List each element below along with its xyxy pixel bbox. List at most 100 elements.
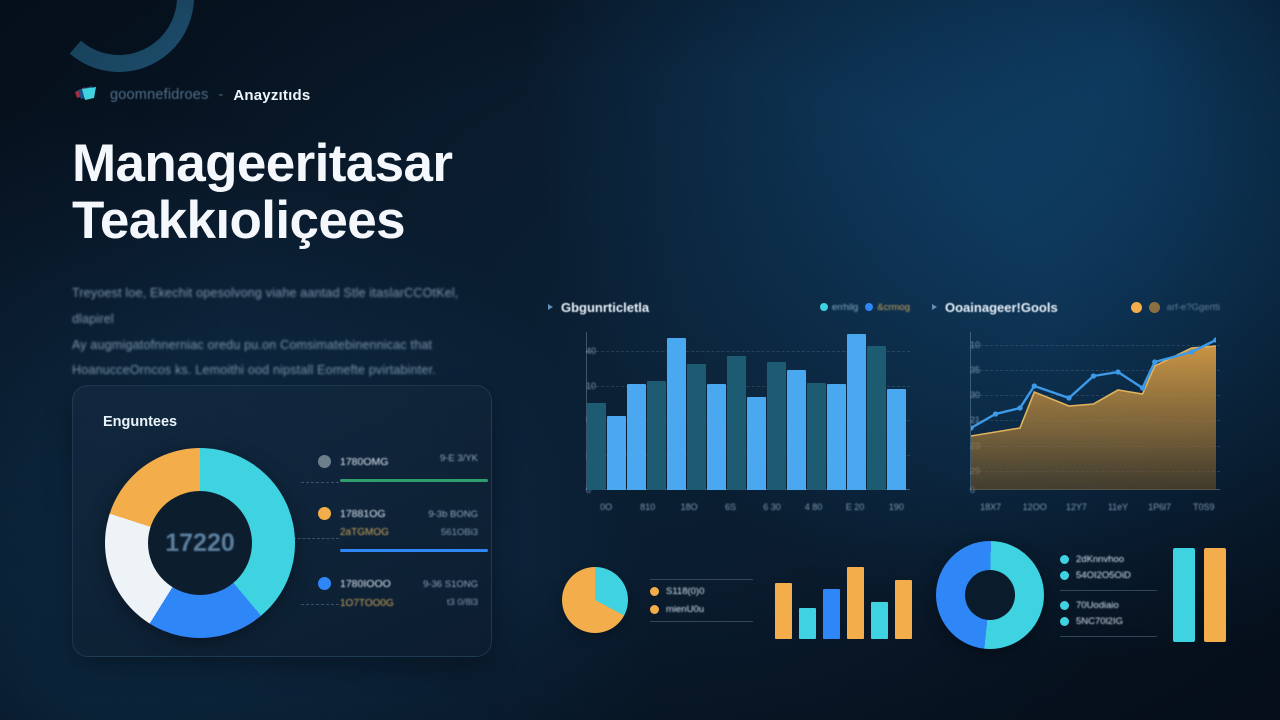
bar-panel-title: Gbgunrticletla: [561, 299, 650, 315]
x-tick-label: T0S9: [1192, 502, 1215, 512]
bar[interactable]: [887, 388, 906, 490]
legend-progress-bar: [340, 549, 488, 553]
x-tick-label: 0O: [600, 502, 613, 512]
legend-item[interactable]: S118(0)0: [650, 586, 753, 597]
caret-right-icon: [932, 304, 937, 310]
x-tick-label: 18O: [680, 502, 698, 512]
legend-label: 54OI2O5OiD: [1076, 569, 1131, 581]
bar[interactable]: [1173, 548, 1195, 642]
divider: [650, 620, 753, 622]
x-tick-label: 11eY: [1107, 502, 1129, 512]
bar[interactable]: [707, 384, 726, 490]
caret-right-icon: [548, 304, 553, 310]
bar[interactable]: [827, 384, 846, 490]
breadcrumb-separator: -: [218, 87, 224, 103]
legend-item[interactable]: 2dKnnvhoo: [1060, 554, 1157, 565]
legend-dot-icon: [1148, 301, 1160, 313]
grid-line: [970, 344, 1220, 346]
legend-item[interactable]: 5NC70l2IG: [1060, 616, 1157, 627]
summary-bar-chart[interactable]: [1173, 548, 1226, 642]
legend-label: mienU0u: [666, 603, 705, 615]
bar-chart-plot: 0 20 90 10 40: [548, 332, 910, 495]
legend-item: &crmog: [865, 302, 910, 313]
bar[interactable]: [775, 582, 792, 639]
x-tick-label: 18X7: [980, 502, 1002, 512]
intro-column: goomnefidroes - Anayzıtıds Manageeritasa…: [72, 80, 502, 384]
bar-series-group: [587, 332, 906, 490]
legend-item[interactable]: 1780IOOO 1O7TOO0G 9-36 S1ONG t3 0/8l3: [318, 574, 478, 610]
bar[interactable]: [687, 363, 706, 490]
page-title-line-2: Teakkıoliçees: [72, 190, 406, 250]
bar[interactable]: [847, 567, 864, 639]
bar[interactable]: [667, 338, 686, 490]
grid-line: [970, 395, 1220, 397]
legend-sub-label: 2aTGMOG: [340, 527, 389, 539]
legend-item[interactable]: 17881OG 2aTGMOG 9-3b BONG 561OBi3: [318, 504, 478, 540]
pie-summary-widget[interactable]: S118(0)0 mienU0u: [562, 558, 912, 642]
legend-item[interactable]: 54OI2O5OiD: [1060, 570, 1157, 581]
bar[interactable]: [627, 384, 646, 490]
legend-dot-icon: [318, 577, 331, 591]
grid-line: [586, 385, 910, 387]
x-tick-label: 6 30: [763, 502, 781, 512]
legend-value: 9-E 3/YK: [439, 453, 478, 464]
bar[interactable]: [867, 346, 886, 490]
engagements-donut-chart[interactable]: 17220: [105, 448, 295, 638]
legend-label: 1780OMG: [340, 456, 389, 468]
bar[interactable]: [847, 333, 866, 490]
connector-line-1: [301, 482, 339, 483]
legend-item[interactable]: 1780OMG 9-E 3/YK: [318, 452, 478, 470]
bar[interactable]: [587, 403, 606, 490]
x-tick-label: 4 80: [804, 502, 823, 512]
donut-chart[interactable]: [936, 541, 1044, 649]
breadcrumb-current[interactable]: Anayzıtıds: [233, 86, 311, 104]
area-chart-panel[interactable]: Ooainageer!Gools arf-e?Ggertti 0 29 23 2…: [932, 298, 1220, 523]
x-tick-label: 190: [888, 502, 904, 512]
pie-chart[interactable]: [562, 567, 628, 633]
area-chart-plot: 0 29 23 21 30 35 10: [932, 332, 1220, 495]
page-title-line-1: Manageeritasar: [72, 134, 453, 193]
legend-spacer: [318, 552, 478, 574]
bar[interactable]: [807, 382, 826, 490]
bar[interactable]: [1204, 548, 1226, 642]
legend-label: 17881OG: [340, 508, 386, 521]
bar[interactable]: [895, 579, 912, 639]
legend-dot-icon: [1060, 554, 1069, 564]
breadcrumb-first[interactable]: goomnefidroes: [110, 87, 209, 103]
x-tick-label: 1P6l7: [1148, 502, 1172, 512]
x-tick-label: E 20: [845, 502, 865, 512]
engagements-legend: 1780OMG 9-E 3/YK 17881OG 2aTGMOG 9-3b BO…: [318, 452, 488, 611]
engagements-card[interactable]: Enguntees 17220 1780OMG 9-E 3/YK 17881OG: [72, 385, 492, 657]
intro-paragraphs: Treyoest loe, Ekechit opesolvong viahe a…: [72, 281, 482, 384]
bar[interactable]: [787, 369, 806, 490]
bar[interactable]: [607, 415, 626, 490]
bar[interactable]: [747, 396, 766, 490]
legend-item[interactable]: mienU0u: [650, 604, 753, 615]
bar[interactable]: [647, 380, 666, 490]
legend-value: 9-36 S1ONG: [423, 579, 478, 591]
donut-summary-widget[interactable]: 2dKnnvhoo 54OI2O5OiD 70Uodiaio 5NC70l2IG: [936, 540, 1226, 650]
legend-sub-value: 561OBi3: [441, 527, 478, 539]
legend-dot-icon: [650, 604, 659, 614]
x-tick-label: 6S: [725, 502, 737, 512]
bar[interactable]: [727, 355, 746, 490]
x-tick-label: 12Y7: [1065, 502, 1087, 512]
legend-item[interactable]: 70Uodiaio: [1060, 600, 1157, 611]
legend-spacer: [318, 482, 478, 504]
divider: [1060, 635, 1157, 637]
area-panel-legend: arf-e?Ggertti: [1130, 301, 1220, 313]
legend-progress-bar: [340, 479, 488, 483]
x-tick-label: 12OO: [1022, 502, 1047, 512]
mini-bar-chart[interactable]: [775, 561, 912, 639]
legend-dot-icon: [318, 507, 331, 521]
donut-ring: [105, 448, 295, 638]
area-panel-title: Ooainageer!Gools: [945, 299, 1058, 315]
bar[interactable]: [767, 362, 786, 490]
legend-dot-icon: [1060, 616, 1069, 626]
bar[interactable]: [871, 601, 888, 639]
bar-chart-panel[interactable]: Gbgunrticletla errhilg &crmog 0 20 90 10…: [548, 298, 910, 523]
donut-center-value: 17220: [165, 528, 235, 557]
bar[interactable]: [799, 607, 816, 639]
bar[interactable]: [823, 589, 840, 639]
legend-label: S118(0)0: [666, 585, 705, 597]
